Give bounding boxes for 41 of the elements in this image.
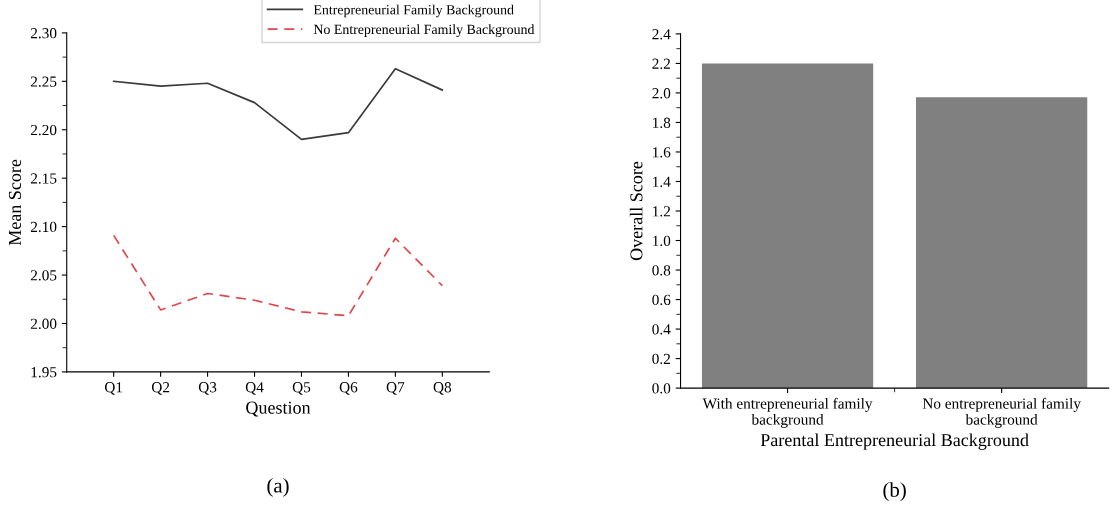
- y-tick-label: 0.2: [652, 353, 670, 365]
- x-axis-title: Question: [246, 401, 311, 417]
- legend-label: No Entrepreneurial Family Background: [313, 24, 535, 37]
- y-tick-label: 0.8: [652, 265, 671, 276]
- x-axis-title: Parental Entrepreneurial Background: [760, 433, 1029, 450]
- text: (a): [267, 477, 289, 497]
- y-tick-label: 2.00: [30, 318, 57, 329]
- x-tick-label: Q6: [339, 382, 358, 395]
- y-tick-label: 2.10: [30, 221, 57, 233]
- y-tick-label: 0.4: [652, 324, 671, 335]
- y-tick-label: 1.2: [653, 206, 670, 217]
- y-tick-label: 2.4: [652, 29, 671, 40]
- y-axis-title: Overall Score: [629, 161, 643, 261]
- x-tick-label: With entrepreneurial family background: [702, 397, 873, 428]
- x-tick-label: No entrepreneurial family background: [922, 397, 1081, 428]
- y-axis-title: Mean Score: [8, 159, 22, 246]
- y-tick-label: 0.6: [652, 294, 671, 306]
- y-tick-label: 2.20: [30, 124, 57, 136]
- x-tick-label: Q5: [292, 382, 311, 395]
- line-series: [112, 67, 444, 141]
- y-tick-label: 1.95: [31, 367, 57, 378]
- line-series: [112, 234, 444, 317]
- y-tick-label: 1.4: [653, 176, 671, 187]
- y-tick-label: 1.8: [653, 117, 671, 128]
- y-tick-label: 2.30: [30, 28, 57, 39]
- y-tick-label: 2.25: [30, 76, 57, 87]
- x-tick-label: Q7: [386, 382, 405, 395]
- y-tick-label: 2.2: [652, 58, 670, 69]
- legend-label: Entrepreneurial Family Background: [313, 4, 514, 18]
- x-tick-label: Q3: [198, 382, 217, 395]
- text: (b): [883, 482, 906, 502]
- y-tick-label: 2.15: [30, 173, 57, 184]
- y-tick-label: 1.0: [653, 235, 671, 247]
- x-tick-label: Q4: [245, 382, 264, 395]
- x-tick-label: Q2: [151, 382, 170, 395]
- y-tick-label: 1.6: [653, 147, 671, 158]
- y-tick-label: 0.0: [652, 383, 671, 394]
- x-tick-label: Q1: [104, 382, 123, 395]
- y-tick-label: 2.05: [30, 270, 57, 281]
- y-tick-label: 2.0: [652, 88, 671, 99]
- x-tick-label: Q8: [433, 382, 452, 395]
